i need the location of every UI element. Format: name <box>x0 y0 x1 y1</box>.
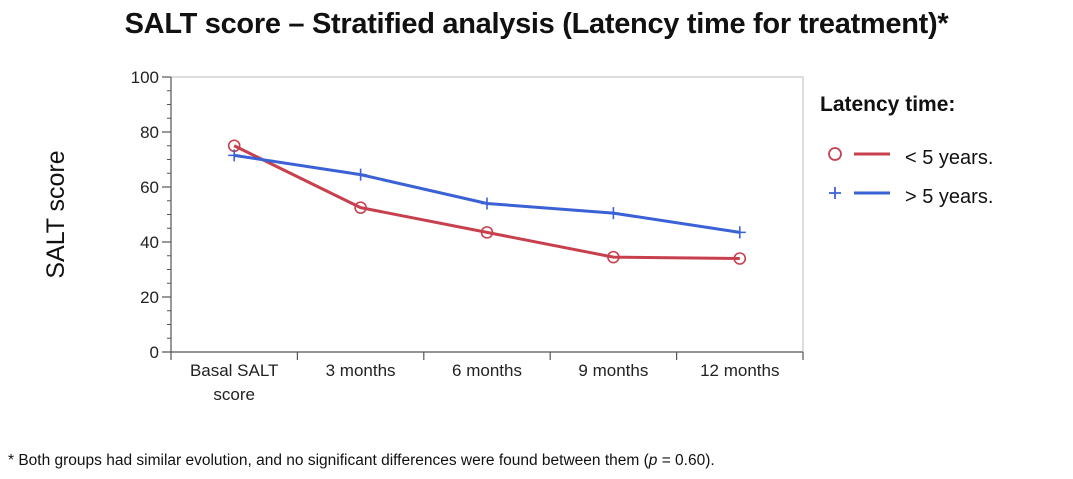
y-tick-label: 0 <box>150 343 159 362</box>
y-axis-label: SALT score <box>42 150 70 278</box>
x-tick-label: 12 months <box>700 361 779 380</box>
y-tick-label: 40 <box>140 233 159 252</box>
y-tick-label: 60 <box>140 178 159 197</box>
x-tick-label: score <box>213 385 255 404</box>
legend-marker-circle <box>828 147 842 161</box>
data-point-plus <box>733 226 746 239</box>
x-tick-label: 3 months <box>326 361 396 380</box>
y-tick-label: 80 <box>140 123 159 142</box>
y-tick-label: 100 <box>131 68 159 87</box>
data-point-plus <box>228 149 241 162</box>
x-tick-label: 6 months <box>452 361 522 380</box>
data-point-circle <box>480 226 494 239</box>
data-point-plus <box>481 197 493 210</box>
data-point-circle <box>607 250 620 264</box>
data-point-plus <box>354 168 367 181</box>
data-point-circle <box>733 252 747 265</box>
y-tick-label: 20 <box>140 288 159 307</box>
chart-title: SALT score – Stratified analysis (Latenc… <box>124 8 949 40</box>
footnote-text: * Both groups had similar evolution, and… <box>8 452 649 469</box>
legend-marker-plus <box>829 187 841 199</box>
data-point-plus <box>607 207 620 220</box>
legend-title: Latency time: <box>820 93 956 116</box>
legend-label-over-5: > 5 years. <box>905 186 994 208</box>
data-point-circle <box>354 201 367 214</box>
footnote-p-value: = 0.60). <box>657 452 715 469</box>
footnote: * Both groups had similar evolution, and… <box>8 452 715 470</box>
series-over-5-line <box>233 153 741 234</box>
legend-label-under-5: < 5 years. <box>905 147 994 169</box>
x-tick-label: Basal SALT <box>190 361 279 380</box>
x-tick-label: 9 months <box>578 361 648 380</box>
footnote-p-symbol: p <box>648 452 658 469</box>
chart-plot: 0 20 40 60 80 100 Basal SALT score 3 months 6 mon… <box>42 68 890 404</box>
plot-frame <box>170 76 804 353</box>
series-under-5-line <box>233 144 740 260</box>
